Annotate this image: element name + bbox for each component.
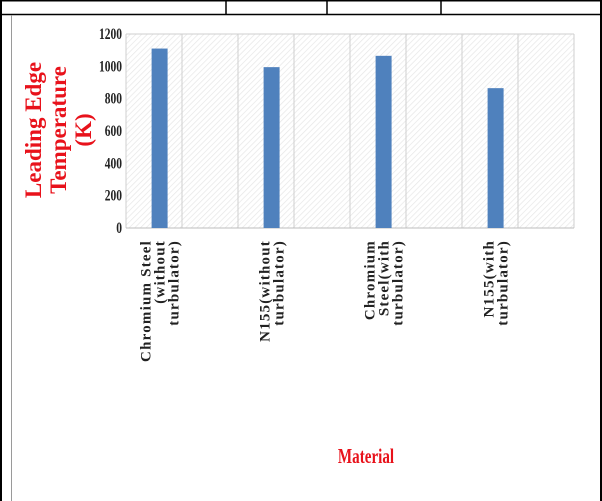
bars	[151, 48, 504, 229]
x-axis-title: Material	[338, 445, 394, 468]
y-axis-ticks: 0 200 400 600 800 1000 1200	[99, 26, 122, 237]
y-tick-label: 200	[105, 188, 122, 205]
x-tick-label: N155(with	[482, 240, 498, 317]
x-tick-label: turbulator)	[391, 240, 407, 326]
y-tick-label: 800	[105, 91, 122, 108]
x-axis-title-text: Material	[338, 445, 394, 468]
bar	[151, 48, 168, 228]
bar	[263, 67, 280, 229]
y-tick-label: 1200	[99, 26, 122, 43]
y-axis-title: Leading Edge Temperature (K)	[21, 62, 96, 198]
x-tick-label: turbulator)	[272, 240, 288, 326]
x-tick-label: Chromium	[363, 240, 379, 320]
y-axis-title-line: (K)	[71, 113, 96, 146]
y-tick-label: 0	[116, 220, 122, 237]
bar	[375, 55, 392, 229]
y-tick-label: 600	[105, 123, 122, 140]
y-axis-title-line: Leading Edge	[21, 62, 46, 198]
x-tick-label: Steel(with	[377, 240, 393, 316]
y-tick-label: 1000	[99, 59, 122, 76]
x-tick-label: (without	[153, 240, 169, 304]
x-tick-label: turbulator)	[496, 240, 512, 326]
y-axis-title-line: Temperature	[46, 66, 71, 194]
x-tick-label: N155(without	[258, 240, 274, 342]
bar	[487, 88, 504, 229]
x-tick-label: turbulator)	[167, 240, 183, 326]
x-tick-label: Chromium Steel	[139, 240, 155, 362]
y-tick-label: 400	[105, 156, 122, 173]
